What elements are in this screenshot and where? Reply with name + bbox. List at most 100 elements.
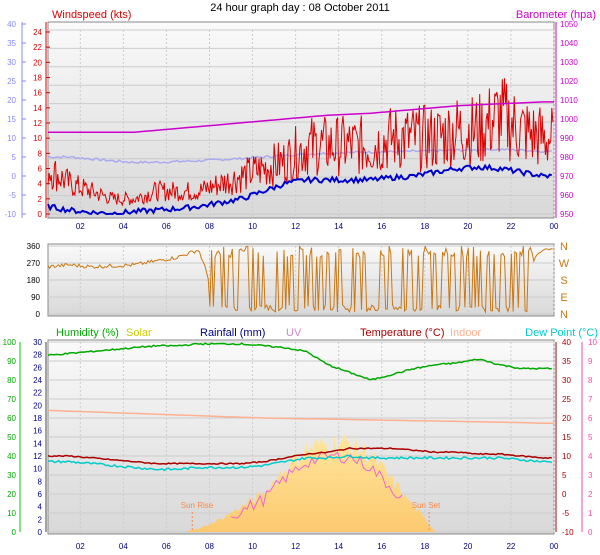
y-tick-label: -10: [562, 528, 574, 537]
x-tick-label: 20: [463, 222, 472, 231]
y-tick-label: 20: [33, 401, 42, 410]
y-tick-label: 2: [588, 490, 593, 499]
chart-title: 24 hour graph day : 08 October 2011: [210, 2, 390, 14]
y-tick-label: 10: [588, 338, 597, 347]
y-tick-label: 40: [7, 20, 16, 29]
compass-label: S: [560, 275, 567, 287]
y-tick-label: 30: [7, 471, 16, 480]
y-tick-label: 980: [560, 153, 574, 162]
x-tick-label: 00: [550, 222, 559, 231]
temp-x-axis: 02 04 06 08 10 12 14 16 18 20 22 00: [76, 542, 559, 551]
y-tick-label: 1000: [560, 115, 578, 124]
x-tick-label: 08: [205, 222, 214, 231]
y-tick-label: 35: [7, 39, 16, 48]
y-tick-label: 2: [38, 515, 43, 524]
dewpoint-line: [47, 454, 553, 472]
y-tick-label: 24: [33, 28, 42, 37]
y-tick-label: 40: [562, 338, 571, 347]
x-tick-label: 16: [377, 542, 386, 551]
y-tick-label: 70: [7, 395, 16, 404]
temp-series: [47, 342, 554, 532]
compass-label: N: [560, 309, 568, 321]
direction-series: [47, 244, 553, 314]
temperature-axis: 40 35 30 25 20 15 10 5 0 -5 -10: [555, 338, 574, 537]
y-tick-label: 4: [38, 503, 43, 512]
y-tick-label: 60: [7, 414, 16, 423]
x-tick-label: 22: [506, 222, 515, 231]
barometer-label: Barometer (hpa): [516, 9, 596, 21]
y-tick-label: 0: [38, 210, 43, 219]
y-tick-label: 10: [7, 134, 16, 143]
x-tick-label: 12: [291, 222, 300, 231]
y-tick-label: 20: [7, 96, 16, 105]
y-tick-label: 18: [33, 414, 42, 423]
sunset-annotation: Sun Set: [412, 501, 441, 510]
x-tick-label: 14: [334, 542, 343, 551]
y-tick-label: 1040: [560, 39, 578, 48]
y-tick-label: 90: [7, 357, 16, 366]
x-tick-label: 10: [248, 222, 257, 231]
y-tick-label: 30: [562, 376, 571, 385]
y-tick-label: 20: [33, 58, 42, 67]
direction-line: [47, 244, 553, 314]
y-tick-label: 10: [33, 465, 42, 474]
windspeed-low-line: [47, 163, 553, 216]
x-tick-label: 12: [291, 542, 300, 551]
y-tick-label: 25: [562, 395, 571, 404]
y-tick-label: 16: [33, 89, 42, 98]
y-tick-label: 0: [12, 528, 17, 537]
y-tick-label: 1: [588, 509, 593, 518]
x-tick-label: 02: [76, 542, 85, 551]
y-tick-label: 970: [560, 172, 574, 181]
indoor-label: Indoor: [450, 327, 482, 339]
y-tick-label: 8: [588, 376, 593, 385]
y-tick-label: 14: [33, 104, 42, 113]
y-tick-label: 950: [560, 210, 574, 219]
y-tick-label: 9: [588, 357, 593, 366]
temperature-label: Temperature (°C): [360, 327, 444, 339]
y-tick-label: 0: [562, 490, 567, 499]
y-tick-label: 10: [33, 134, 42, 143]
humidity-label: Humidity (%): [56, 327, 119, 339]
y-tick-label: 8: [38, 477, 43, 486]
y-tick-label: 1050: [560, 20, 578, 29]
y-tick-label: 0: [588, 528, 593, 537]
wind-x-axis: 02 04 06 08 10 12 14 16 18 20 22 00: [76, 222, 559, 231]
y-tick-label: 22: [33, 389, 42, 398]
wind-left-outer-axis: 40 35 30 25 20 15 10 5 0 -5 -10: [4, 20, 26, 219]
y-tick-label: 20: [562, 414, 571, 423]
y-tick-label: 50: [7, 433, 16, 442]
wind-plot-area: [47, 21, 555, 219]
x-tick-label: 08: [205, 542, 214, 551]
uv-line: [230, 451, 403, 519]
x-tick-label: 02: [76, 222, 85, 231]
y-tick-label: 90: [31, 293, 40, 302]
y-tick-label: 5: [588, 433, 593, 442]
y-tick-label: 2: [38, 195, 43, 204]
y-tick-label: 10: [562, 452, 571, 461]
y-tick-label: 15: [562, 433, 571, 442]
y-tick-label: 180: [27, 276, 41, 285]
y-tick-label: 15: [7, 115, 16, 124]
y-tick-label: 270: [27, 259, 41, 268]
y-tick-label: -5: [9, 191, 17, 200]
y-tick-label: 0: [38, 528, 43, 537]
solar-label: Solar: [126, 327, 152, 339]
y-tick-label: 30: [33, 338, 42, 347]
y-tick-label: 7: [588, 395, 593, 404]
y-tick-label: 10: [7, 509, 16, 518]
y-tick-label: 25: [7, 77, 16, 86]
compass-label: W: [559, 258, 570, 270]
y-tick-label: 5: [562, 471, 567, 480]
y-tick-label: 1030: [560, 58, 578, 67]
windspeed-line: [47, 78, 554, 207]
y-tick-label: 5: [12, 153, 17, 162]
y-tick-label: 960: [560, 191, 574, 200]
x-tick-label: 06: [162, 542, 171, 551]
direction-left-axis: 360 270 180 90 0: [27, 242, 41, 319]
y-tick-label: 0: [12, 172, 17, 181]
x-tick-label: 04: [119, 542, 128, 551]
